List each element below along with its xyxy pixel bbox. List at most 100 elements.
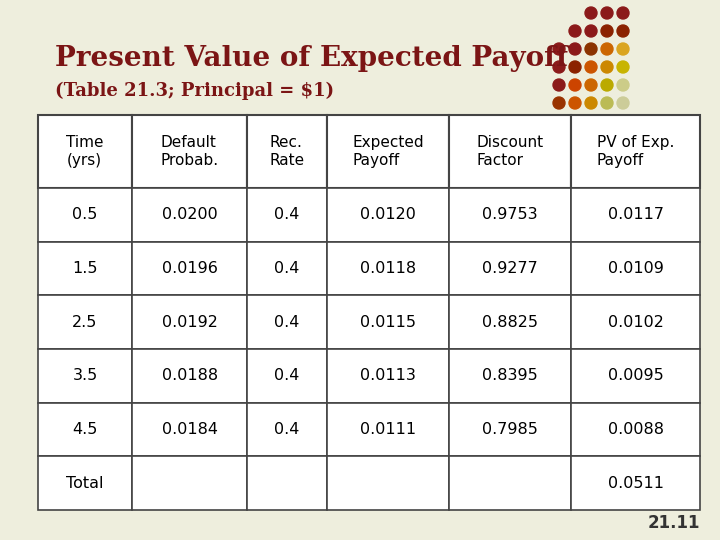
Text: 0.8395: 0.8395 — [482, 368, 538, 383]
Circle shape — [601, 115, 613, 127]
Circle shape — [601, 25, 613, 37]
Text: 0.4: 0.4 — [274, 261, 300, 276]
Circle shape — [617, 7, 629, 19]
Text: Time
(yrs): Time (yrs) — [66, 136, 104, 168]
Circle shape — [553, 61, 565, 73]
Text: 0.4: 0.4 — [274, 368, 300, 383]
Bar — [449, 403, 571, 456]
Circle shape — [617, 79, 629, 91]
Text: 2.5: 2.5 — [72, 315, 98, 330]
Circle shape — [617, 61, 629, 73]
Bar — [571, 349, 700, 403]
Bar — [327, 295, 449, 349]
Bar — [571, 188, 700, 242]
Bar — [38, 115, 132, 188]
Text: 0.0200: 0.0200 — [162, 207, 217, 222]
Circle shape — [617, 133, 629, 145]
Text: 0.0102: 0.0102 — [608, 315, 663, 330]
Text: 0.0117: 0.0117 — [608, 207, 664, 222]
Bar — [449, 295, 571, 349]
Text: Rec.
Rate: Rec. Rate — [269, 136, 305, 168]
Bar — [327, 456, 449, 510]
Circle shape — [601, 97, 613, 109]
Bar — [449, 242, 571, 295]
Circle shape — [601, 61, 613, 73]
Circle shape — [601, 79, 613, 91]
Text: 0.7985: 0.7985 — [482, 422, 538, 437]
Bar — [571, 403, 700, 456]
Text: 0.9753: 0.9753 — [482, 207, 538, 222]
Bar — [327, 115, 449, 188]
Circle shape — [617, 151, 629, 163]
Circle shape — [569, 61, 581, 73]
Text: 4.5: 4.5 — [72, 422, 98, 437]
Text: 0.0196: 0.0196 — [161, 261, 217, 276]
Text: 0.0188: 0.0188 — [161, 368, 217, 383]
Circle shape — [601, 7, 613, 19]
Circle shape — [553, 97, 565, 109]
Bar — [247, 349, 327, 403]
Bar — [132, 115, 247, 188]
Text: 0.4: 0.4 — [274, 315, 300, 330]
Bar — [327, 403, 449, 456]
Circle shape — [585, 97, 597, 109]
Text: 0.0095: 0.0095 — [608, 368, 663, 383]
Text: 0.0192: 0.0192 — [161, 315, 217, 330]
Bar — [132, 188, 247, 242]
Bar — [449, 188, 571, 242]
Bar — [247, 456, 327, 510]
Bar — [132, 242, 247, 295]
Circle shape — [569, 115, 581, 127]
Circle shape — [601, 151, 613, 163]
Bar — [327, 349, 449, 403]
Bar — [247, 403, 327, 456]
Circle shape — [569, 79, 581, 91]
Circle shape — [617, 97, 629, 109]
Text: 0.0109: 0.0109 — [608, 261, 663, 276]
Bar — [247, 115, 327, 188]
Circle shape — [553, 43, 565, 55]
Bar — [571, 295, 700, 349]
Bar — [38, 188, 132, 242]
Bar — [38, 403, 132, 456]
Circle shape — [617, 115, 629, 127]
Bar — [38, 242, 132, 295]
Circle shape — [553, 79, 565, 91]
Text: 0.0184: 0.0184 — [161, 422, 217, 437]
Text: Discount
Factor: Discount Factor — [477, 136, 544, 168]
Text: 0.0111: 0.0111 — [360, 422, 416, 437]
Circle shape — [601, 133, 613, 145]
Bar — [327, 188, 449, 242]
Bar — [327, 242, 449, 295]
Bar — [571, 456, 700, 510]
Circle shape — [585, 61, 597, 73]
Bar — [132, 403, 247, 456]
Text: 0.0120: 0.0120 — [360, 207, 416, 222]
Text: 0.0511: 0.0511 — [608, 476, 664, 491]
Text: Present Value of Expected Payoff: Present Value of Expected Payoff — [55, 45, 568, 72]
Circle shape — [585, 25, 597, 37]
Bar — [38, 456, 132, 510]
Bar — [132, 349, 247, 403]
Text: Expected
Payoff: Expected Payoff — [352, 136, 424, 168]
Bar — [571, 242, 700, 295]
Circle shape — [585, 115, 597, 127]
Text: 0.0115: 0.0115 — [360, 315, 416, 330]
Text: 0.0113: 0.0113 — [360, 368, 416, 383]
Circle shape — [569, 97, 581, 109]
Text: Total: Total — [66, 476, 104, 491]
Text: 0.5: 0.5 — [72, 207, 98, 222]
Text: 21.11: 21.11 — [647, 514, 700, 532]
Text: 0.9277: 0.9277 — [482, 261, 538, 276]
Bar — [132, 456, 247, 510]
Text: 0.8825: 0.8825 — [482, 315, 538, 330]
Bar — [247, 295, 327, 349]
Circle shape — [569, 43, 581, 55]
Text: 0.0088: 0.0088 — [608, 422, 664, 437]
Circle shape — [617, 43, 629, 55]
Circle shape — [585, 79, 597, 91]
Text: 0.4: 0.4 — [274, 207, 300, 222]
Bar — [38, 349, 132, 403]
Text: 0.4: 0.4 — [274, 422, 300, 437]
Circle shape — [585, 43, 597, 55]
